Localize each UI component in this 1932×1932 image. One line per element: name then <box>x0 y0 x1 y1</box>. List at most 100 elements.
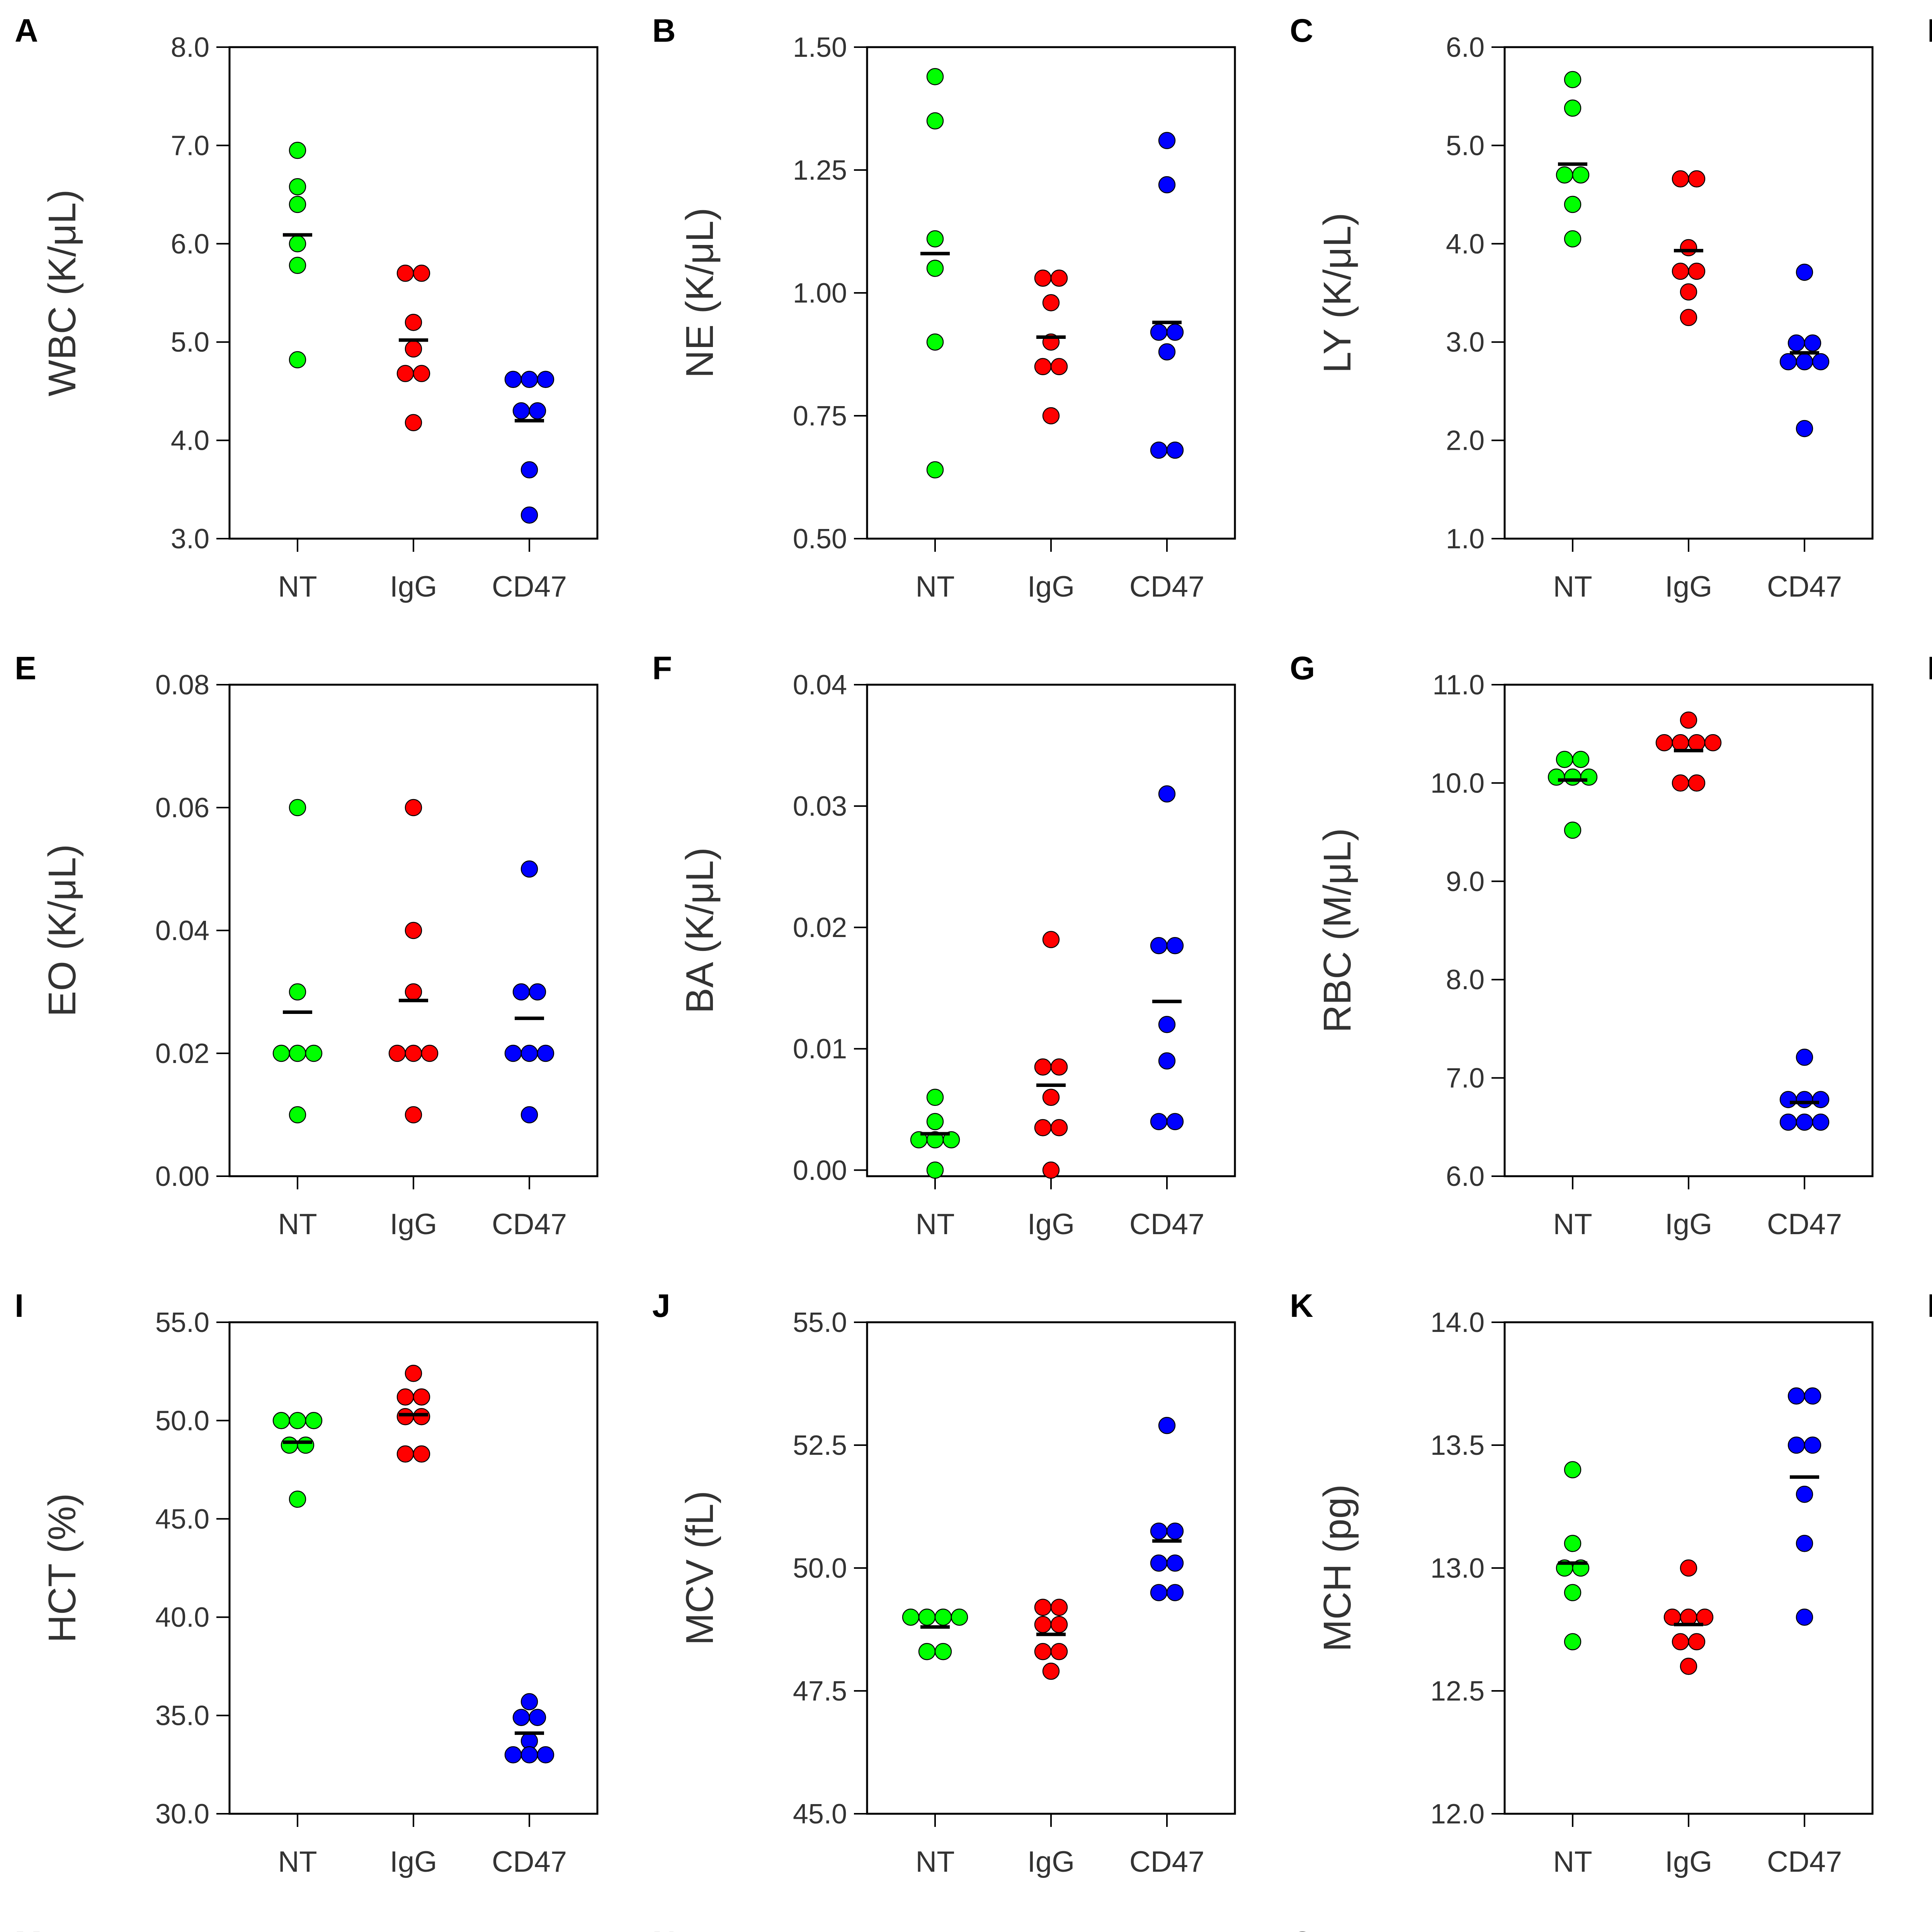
data-point-igg <box>1034 1643 1052 1660</box>
x-tick-label-igg: IgG <box>1665 1845 1713 1878</box>
data-point-igg <box>1688 1633 1706 1651</box>
y-tick-label: 0.01 <box>793 1034 847 1065</box>
y-tick-label: 5.0 <box>171 327 209 358</box>
x-tick-label-cd47: CD47 <box>1129 1845 1204 1878</box>
data-point-nt <box>926 1162 944 1179</box>
y-tick-label: 8.0 <box>1446 964 1485 995</box>
data-point-igg <box>1050 358 1068 376</box>
data-point-nt <box>926 230 944 248</box>
y-tick-label: 6.0 <box>171 229 209 260</box>
panel-letter: L <box>1927 1287 1932 1324</box>
y-axis-title: EO (K/μL) <box>41 844 84 1017</box>
data-point-igg <box>388 1044 406 1062</box>
data-point-nt <box>926 68 944 85</box>
data-point-igg <box>413 1388 430 1406</box>
panel-n: NPLT (K/μL)850950105011501250NTIgGCD47 <box>652 1925 676 1932</box>
data-point-nt <box>289 1412 306 1429</box>
y-tick-label: 0.04 <box>155 915 209 946</box>
y-tick-label: 1.0 <box>1446 524 1485 554</box>
panel-letter: A <box>15 12 38 49</box>
y-tick-label: 9.0 <box>1446 866 1485 897</box>
data-point-nt <box>1564 1584 1582 1601</box>
data-point-igg <box>405 414 422 432</box>
y-tick-label: 35.0 <box>155 1701 209 1731</box>
data-point-cd47 <box>520 1044 538 1062</box>
y-axis-title: LY (K/μL) <box>1316 213 1359 373</box>
data-point-nt <box>289 1106 306 1124</box>
data-point-nt <box>305 1412 323 1429</box>
data-point-igg <box>1688 774 1706 792</box>
data-point-igg <box>413 1408 430 1425</box>
y-tick-label: 0.08 <box>155 670 209 701</box>
data-point-nt <box>272 1412 290 1429</box>
data-point-igg <box>1680 309 1697 326</box>
data-point-igg <box>413 365 430 382</box>
y-tick-label: 0.06 <box>155 793 209 823</box>
panel-j: J MCV (fL) 45.0 47.5 50.0 52.5 55.0 NT IgG CD47 <box>652 1287 1236 1878</box>
y-tick-label: 55.0 <box>793 1307 847 1338</box>
data-point-nt <box>289 257 306 274</box>
data-point-igg <box>1688 262 1706 280</box>
data-point-nt <box>926 1113 944 1130</box>
data-point-nt <box>289 141 306 159</box>
panel-g: G RBC (M/μL) 6.0 7.0 8.0 9.0 10.0 11.0 NT IgG CD47 <box>1290 650 1874 1241</box>
data-point-cd47 <box>529 1709 546 1726</box>
data-point-cd47 <box>1787 334 1805 352</box>
y-tick-label: 1.25 <box>793 155 847 186</box>
data-point-cd47 <box>504 1746 522 1764</box>
data-point-igg <box>1688 170 1706 188</box>
y-tick-label: 12.0 <box>1430 1799 1485 1830</box>
data-point-cd47 <box>1150 1554 1168 1572</box>
data-point-igg <box>1050 269 1068 287</box>
panel-l: LMCHC (g/dL)25.025.526.026.527.027.528.0… <box>1927 1287 1932 1324</box>
x-tick-label-nt: NT <box>1553 1208 1592 1241</box>
data-point-nt <box>281 1436 298 1454</box>
x-tick-label-cd47: CD47 <box>492 1845 567 1878</box>
data-point-cd47 <box>1166 1113 1184 1130</box>
data-point-cd47 <box>1166 441 1184 459</box>
y-tick-label: 13.5 <box>1430 1430 1485 1461</box>
data-point-cd47 <box>504 1044 522 1062</box>
data-point-cd47 <box>537 1746 554 1764</box>
y-tick-label: 45.0 <box>793 1799 847 1830</box>
panel-letter: D <box>1927 12 1932 49</box>
y-tick-label: 3.0 <box>171 524 209 554</box>
panel-letter: C <box>1290 12 1313 49</box>
data-point-nt <box>272 1044 290 1062</box>
x-tick-label-nt: NT <box>278 1845 317 1878</box>
data-point-cd47 <box>1779 1091 1797 1108</box>
data-point-igg <box>1042 1162 1060 1179</box>
x-tick-label-nt: NT <box>1553 1845 1592 1878</box>
y-tick-label: 10.0 <box>1430 768 1485 799</box>
data-point-cd47 <box>1158 785 1176 803</box>
data-point-igg <box>1672 262 1689 280</box>
panel-b: B NE (K/μL) 0.50 0.75 1.00 1.25 1.50 NT IgG CD47 <box>652 12 1236 603</box>
data-point-cd47 <box>520 461 538 479</box>
y-tick-label: 14.0 <box>1430 1307 1485 1338</box>
data-point-igg <box>1680 711 1697 729</box>
y-tick-label: 0.50 <box>793 524 847 554</box>
data-point-nt <box>926 112 944 130</box>
data-point-cd47 <box>1796 1048 1813 1066</box>
x-tick-label-igg: IgG <box>390 570 437 603</box>
data-point-cd47 <box>1158 176 1176 194</box>
y-tick-label: 0.02 <box>155 1038 209 1069</box>
data-point-nt <box>289 235 306 253</box>
y-axis-title: MCV (fL) <box>678 1491 721 1645</box>
data-point-igg <box>405 799 422 816</box>
data-point-cd47 <box>537 1044 554 1062</box>
data-point-cd47 <box>1812 353 1830 371</box>
y-tick-label: 3.0 <box>1446 327 1485 358</box>
data-point-nt <box>1548 768 1565 786</box>
data-point-cd47 <box>1804 334 1821 352</box>
data-point-cd47 <box>1158 1417 1176 1434</box>
data-point-igg <box>1688 734 1706 752</box>
data-point-igg <box>1042 407 1060 425</box>
data-point-nt <box>289 178 306 196</box>
data-point-nt <box>289 351 306 369</box>
data-point-nt <box>1556 166 1573 184</box>
y-tick-label: 0.75 <box>793 401 847 432</box>
data-point-igg <box>405 340 422 358</box>
x-tick-label-igg: IgG <box>1027 1208 1075 1241</box>
